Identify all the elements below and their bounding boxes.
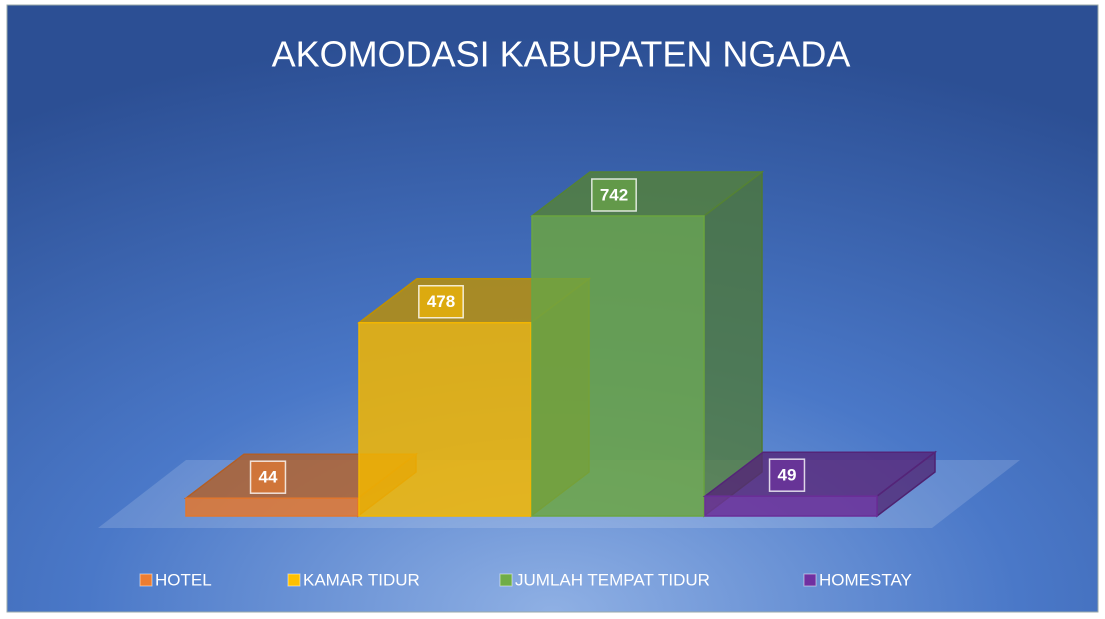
- bar: [185, 497, 359, 517]
- bar: [358, 321, 532, 517]
- legend-swatch: [499, 573, 513, 587]
- legend-label: JUMLAH TEMPAT TIDUR: [515, 570, 710, 589]
- bar-group: 49: [702, 450, 938, 518]
- chart-title: AKOMODASI KABUPATEN NGADA: [272, 34, 851, 75]
- legend-label: KAMAR TIDUR: [303, 570, 420, 589]
- data-label-box: [768, 458, 806, 492]
- data-label-box: [591, 178, 637, 212]
- legend-swatch: [803, 573, 817, 587]
- data-label-box: [418, 284, 464, 319]
- legend-swatch: [287, 573, 301, 587]
- bar-group: 742: [529, 170, 765, 518]
- legend: HOTEL KAMAR TIDUR JUMLAH TEMPAT TIDUR HOMES…: [139, 570, 912, 589]
- bar: [704, 495, 878, 517]
- legend-label: HOTEL: [155, 570, 212, 589]
- data-label: 49: [778, 466, 797, 485]
- data-label: 44: [259, 468, 278, 487]
- data-label: 478: [427, 292, 455, 311]
- data-label: 742: [600, 185, 628, 204]
- legend-swatch: [139, 573, 153, 587]
- legend-label: HOMESTAY: [819, 570, 912, 589]
- bar: [531, 215, 705, 517]
- data-label-box: [249, 460, 287, 494]
- bars: 44 478 742 49: [183, 170, 938, 518]
